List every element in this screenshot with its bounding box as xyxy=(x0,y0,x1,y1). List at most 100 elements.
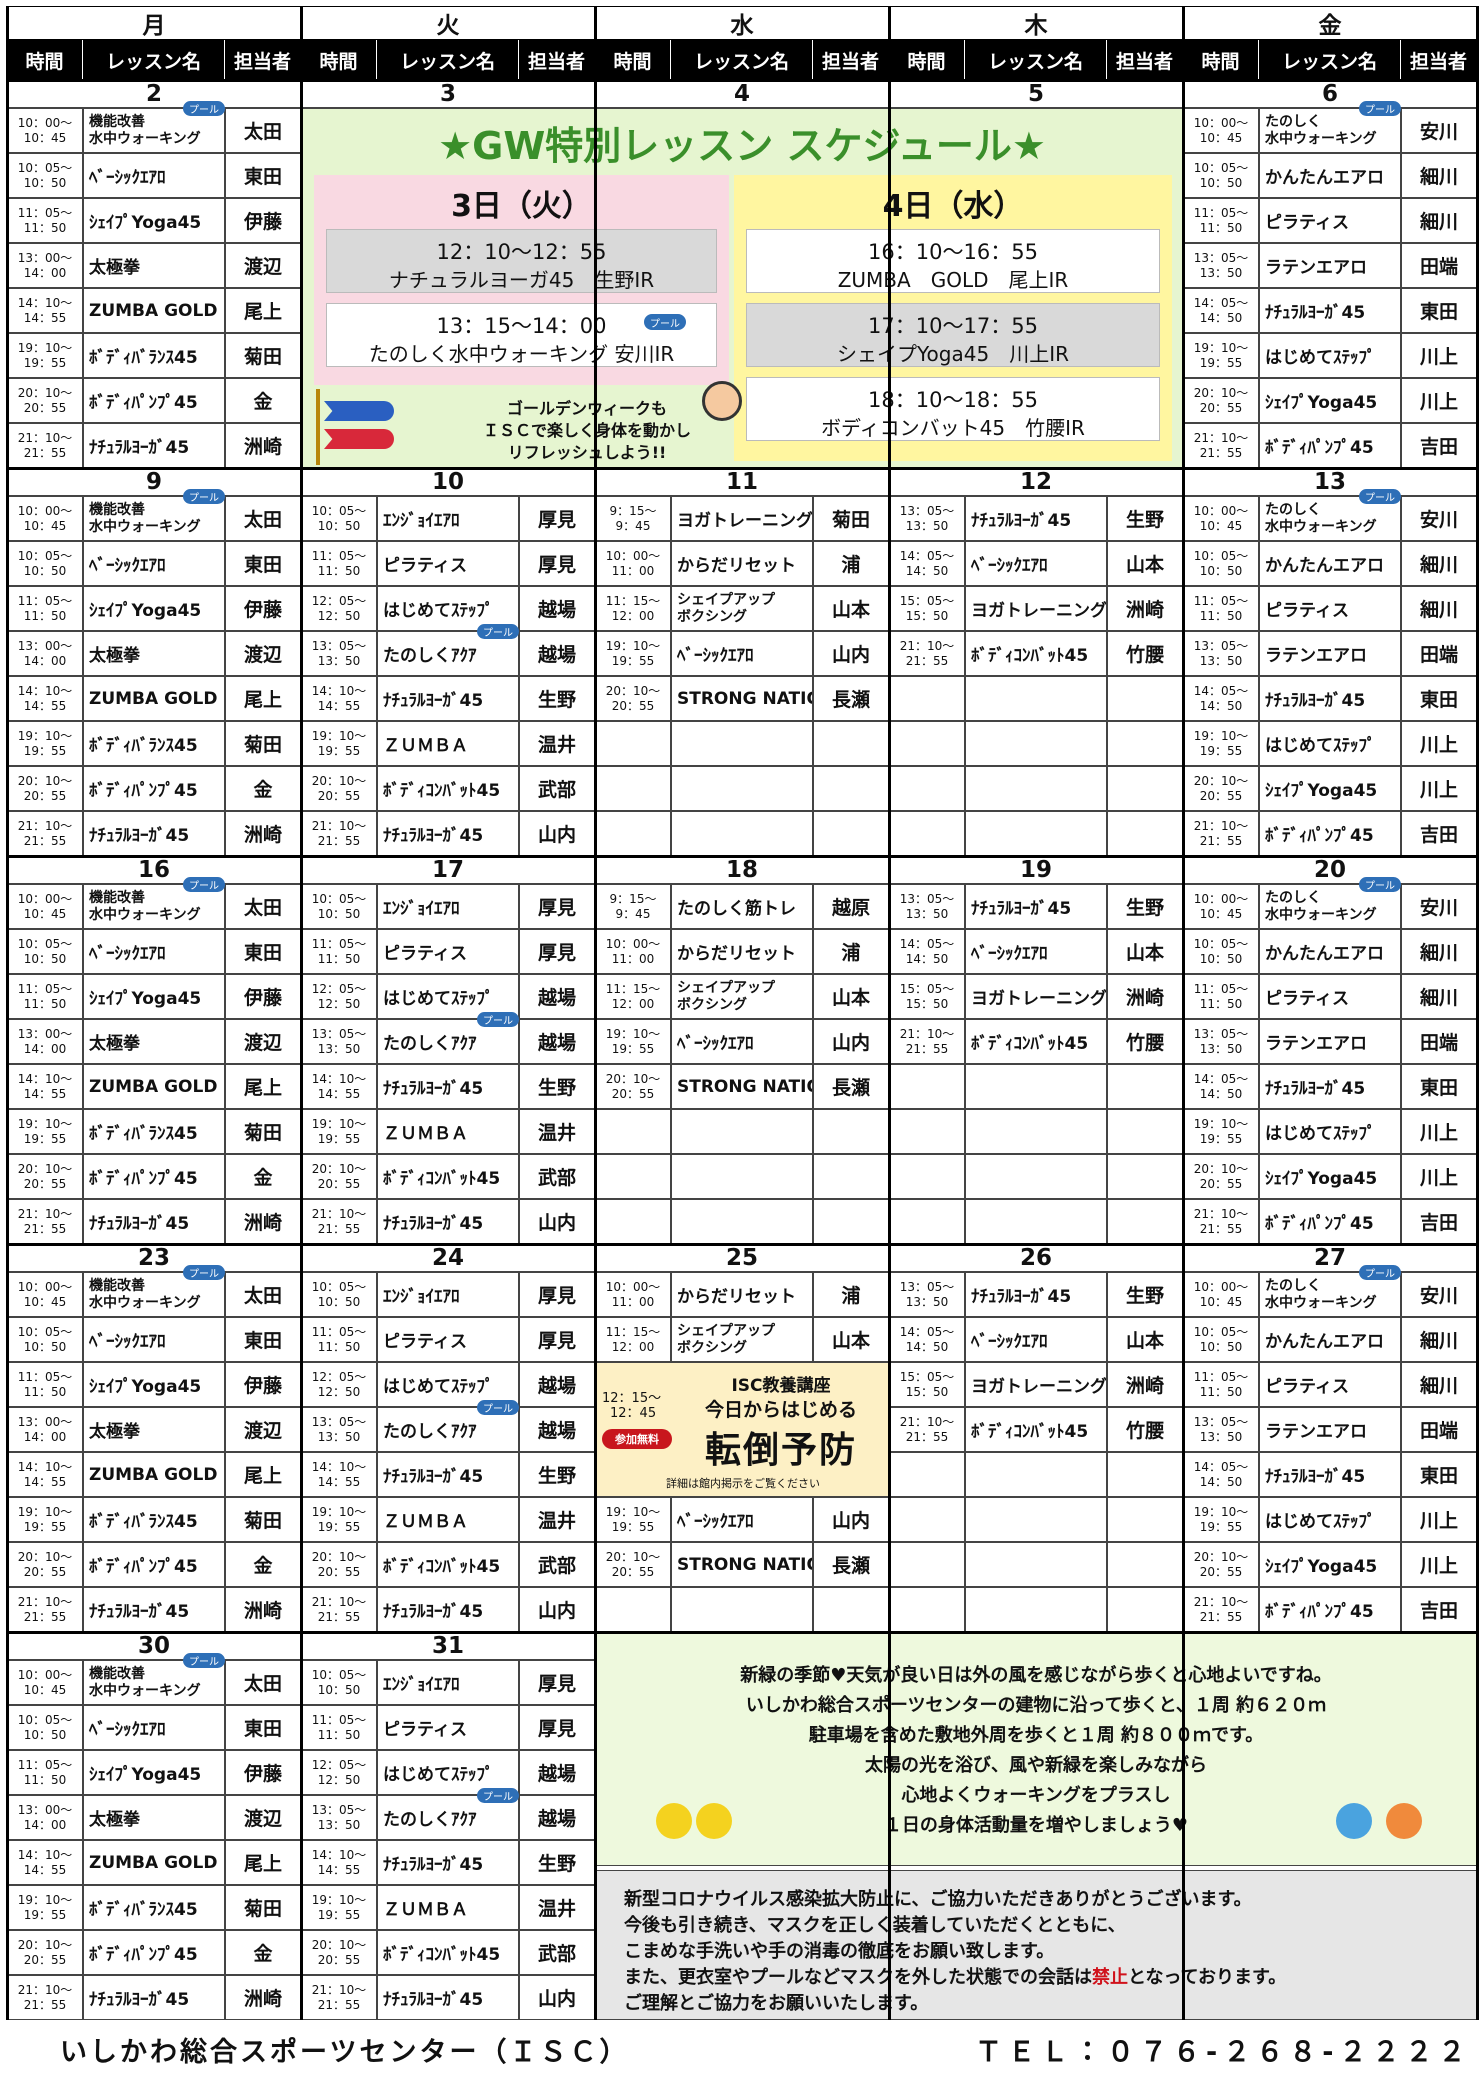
pool-badge: プール xyxy=(183,489,225,504)
time-end: 15：50 xyxy=(905,1384,949,1399)
empty-cell xyxy=(889,1542,965,1587)
time-cell: 11：05～ 11：50 xyxy=(7,1750,83,1795)
date: 18 xyxy=(595,856,889,884)
lesson-cell: ﾅﾁｭﾗﾙﾖｰｶﾞ45 xyxy=(83,811,225,856)
lesson-name: STRONG NATION xyxy=(677,1554,812,1575)
time-end: 14：55 xyxy=(23,310,67,325)
column-header: レッスン名 xyxy=(965,40,1107,80)
lesson-cell: からだリセット xyxy=(671,1272,813,1317)
lesson-cell: ｼｪｲﾌﾟYoga45 xyxy=(83,974,225,1019)
time-start: 10：00～ xyxy=(17,1279,73,1294)
lesson-name: はじめてｽﾃｯﾌﾟ xyxy=(383,1377,494,1397)
instructor: 安川 xyxy=(1401,496,1477,541)
lesson-cell: ﾎﾞﾃﾞｨｺﾝﾊﾞｯﾄ45 xyxy=(965,1407,1107,1452)
gw-lesson-text: ZUMBA GOLD 尾上IR xyxy=(837,268,1069,292)
time-cell: 19：10～ 19：55 xyxy=(7,1109,83,1154)
instructor: 山本 xyxy=(813,1317,889,1362)
lesson-cell: ピラティス xyxy=(1259,1362,1401,1407)
lesson-cell: ﾅﾁｭﾗﾙﾖｰｶﾞ45 xyxy=(1259,676,1401,721)
time-cell: 13：05～ 13：50 xyxy=(1183,1407,1259,1452)
lesson-cell: からだリセット xyxy=(671,541,813,586)
time-end: 19：55 xyxy=(1199,1519,1243,1534)
time-end: 20：55 xyxy=(1199,788,1243,803)
time-start: 13：05～ xyxy=(899,503,955,518)
instructor: 菊田 xyxy=(225,721,301,766)
lesson-cell: ﾅﾁｭﾗﾙﾖｰｶﾞ45 xyxy=(83,1587,225,1632)
notice-line: 新型コロナウイルス感染拡大防止に、ご協力いただきありがとうございます。 xyxy=(624,1889,1252,1910)
empty-cell xyxy=(889,1064,965,1109)
lesson-name: ピラティス xyxy=(383,1720,467,1740)
empty-cell xyxy=(671,1199,813,1244)
lesson-cell: かんたんエアロ xyxy=(1259,541,1401,586)
date: 16 xyxy=(7,856,301,884)
lesson-cell: ヨガトレーニング xyxy=(671,496,813,541)
lesson-name: はじめてｽﾃｯﾌﾟ xyxy=(1265,348,1376,368)
time-start: 20：10～ xyxy=(1193,773,1249,788)
time-end: 13：50 xyxy=(317,1817,361,1832)
time-cell: 10：00～ 10：45 xyxy=(7,496,83,541)
instructor: 竹腰 xyxy=(1107,1407,1183,1452)
lesson-name: ピラティス xyxy=(383,944,467,964)
date: 9 xyxy=(7,468,301,496)
pole xyxy=(316,389,320,465)
instructor: 越場 xyxy=(519,1795,595,1840)
instructor: 川上 xyxy=(1401,766,1477,811)
gw-lesson-time: 18：10～18：55 xyxy=(868,388,1038,412)
instructor: 東田 xyxy=(225,929,301,974)
time-end: 10：45 xyxy=(1199,518,1243,533)
instructor: 菊田 xyxy=(225,333,301,378)
pool-badge: プール xyxy=(1359,877,1401,892)
time-start: 19：10～ xyxy=(311,1504,367,1519)
column-header: 担当者 xyxy=(1401,40,1477,80)
time-cell: 19：10～ 19：55 xyxy=(595,1019,671,1064)
time-cell: 19：10～ 19：55 xyxy=(595,1497,671,1542)
time-end: 14：55 xyxy=(23,1086,67,1101)
lesson-name: ﾎﾞﾃﾞｨﾊﾟﾝﾌﾟ45 xyxy=(1265,1602,1374,1622)
time-cell: 13：05～ 13：50 xyxy=(889,884,965,929)
instructor: 細川 xyxy=(1401,541,1477,586)
lesson-name: ｴﾝｼﾞｮｲｴｱﾛ xyxy=(383,899,460,919)
empty-cell xyxy=(671,1587,813,1632)
lesson-name: ﾅﾁｭﾗﾙﾖｰｶﾞ45 xyxy=(971,1287,1072,1307)
lesson-name: ﾅﾁｭﾗﾙﾖｰｶﾞ45 xyxy=(89,1990,190,2010)
instructor: 山本 xyxy=(1107,929,1183,974)
lesson-name: たのしく xyxy=(1265,113,1321,130)
time-end: 14：00 xyxy=(23,653,67,668)
instructor: 尾上 xyxy=(225,1452,301,1497)
empty-cell xyxy=(889,766,965,811)
lesson-cell: ピラティス xyxy=(377,1705,519,1750)
lesson-name: ｼｪｲﾌﾟYoga45 xyxy=(89,601,202,621)
week-rule xyxy=(7,855,1477,858)
lesson-name: ﾍﾞｰｼｯｸｴｱﾛ xyxy=(89,1720,166,1740)
time-cell: 11：05～ 11：50 xyxy=(1183,198,1259,243)
instructor: 東田 xyxy=(225,1317,301,1362)
time-start: 11：05～ xyxy=(17,1757,73,1772)
time-end: 11：00 xyxy=(611,563,655,578)
time-end: 12：00 xyxy=(611,608,655,623)
time-start: 12：05～ xyxy=(311,981,367,996)
empty-cell xyxy=(595,1199,671,1244)
instructor: 温井 xyxy=(519,721,595,766)
instructor: 伊藤 xyxy=(225,974,301,1019)
time-start: 21：10～ xyxy=(311,1982,367,1997)
date: 31 xyxy=(301,1632,595,1660)
time-end: 13：50 xyxy=(905,906,949,921)
pool-badge: プール xyxy=(1359,101,1401,116)
instructor: 川上 xyxy=(1401,1109,1477,1154)
instructor: 田端 xyxy=(1401,1407,1477,1452)
lesson-name: 太極拳 xyxy=(89,646,140,666)
lesson-cell: ﾎﾞﾃﾞｨﾊﾞﾗﾝｽ45 xyxy=(83,333,225,378)
empty-cell xyxy=(965,1109,1107,1154)
lesson-name: ｴﾝｼﾞｮｲｴｱﾛ xyxy=(383,1675,460,1695)
lesson-name: ﾅﾁｭﾗﾙﾖｰｶﾞ45 xyxy=(1265,1079,1366,1099)
time-end: 11：50 xyxy=(23,996,67,1011)
empty-cell xyxy=(1107,1587,1183,1632)
pool-badge: プール xyxy=(183,1653,225,1668)
time-cell: 13：05～ 13：50 xyxy=(301,1019,377,1064)
instructor: 伊藤 xyxy=(225,1362,301,1407)
time-cell: 11：05～ 11：50 xyxy=(7,198,83,243)
time-end: 12：00 xyxy=(611,1339,655,1354)
instructor: 菊田 xyxy=(813,496,889,541)
time-end: 20：55 xyxy=(611,1564,655,1579)
